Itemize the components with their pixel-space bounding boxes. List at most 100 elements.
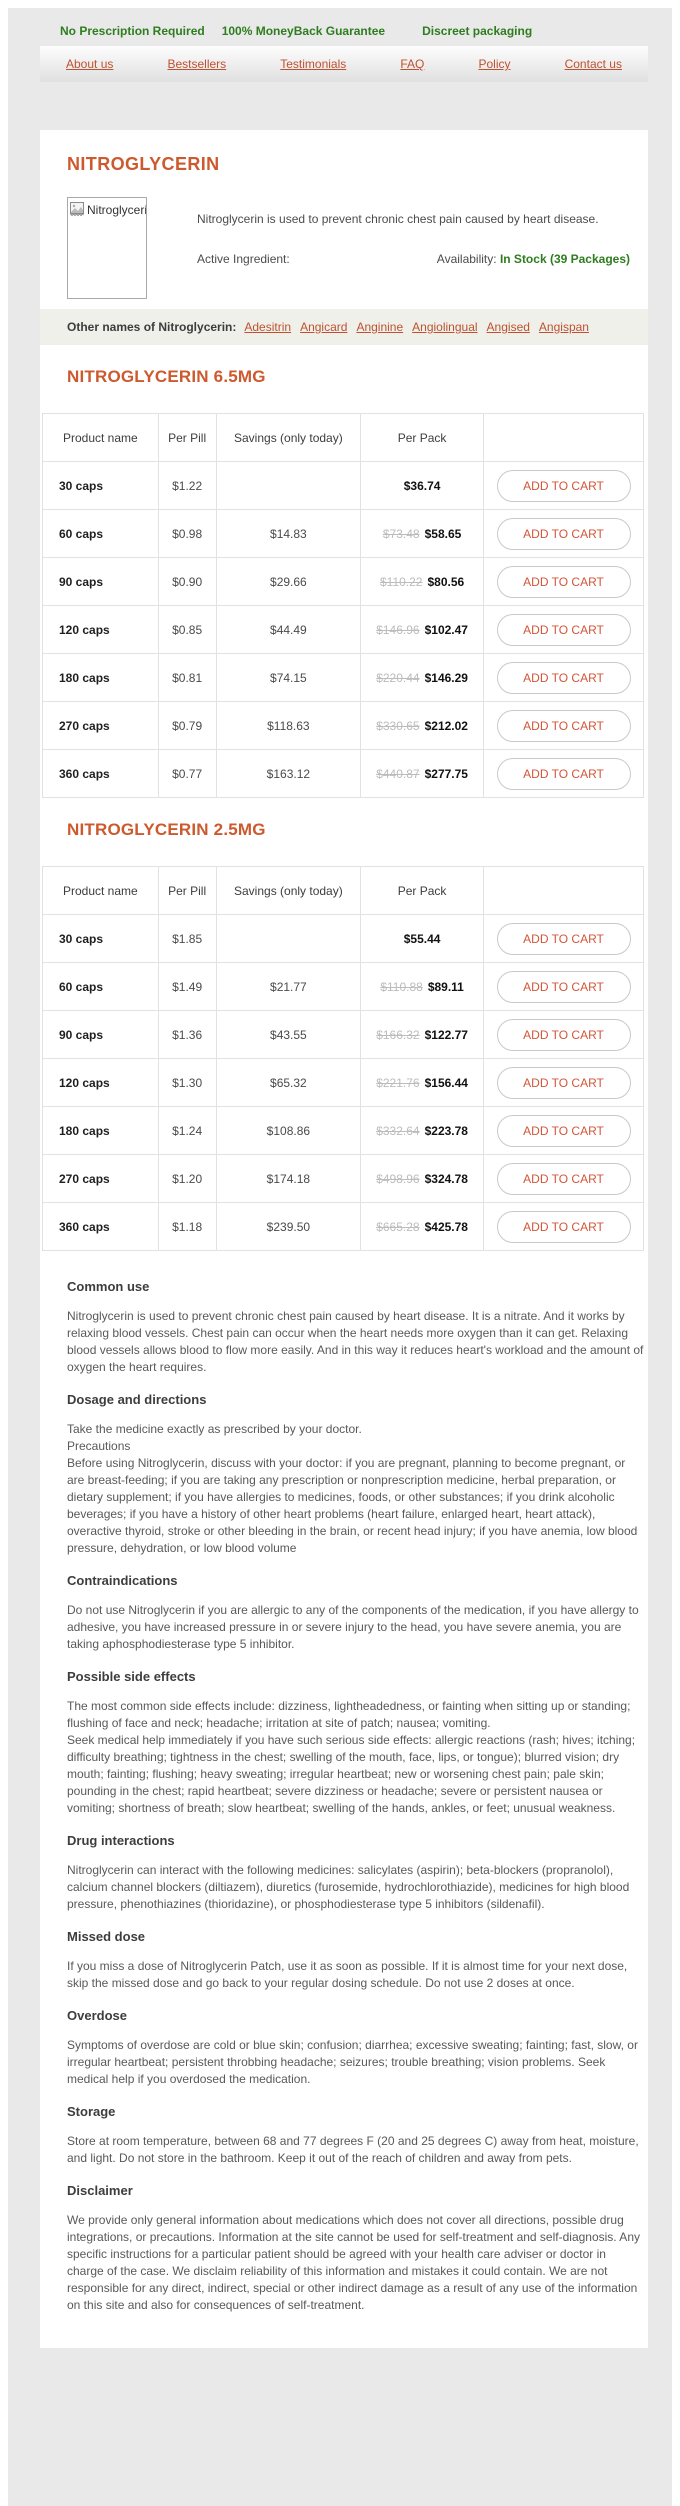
pack-price: $80.56 xyxy=(427,574,465,589)
column-header: Per Pack xyxy=(360,413,485,462)
add-to-cart-button[interactable]: ADD TO CART xyxy=(496,565,631,598)
old-price: $498.96 xyxy=(376,1171,420,1186)
nav-link-about-us[interactable]: About us xyxy=(66,57,114,71)
cart-cell: ADD TO CART xyxy=(483,509,644,558)
table-row: 30 caps $1.22 $36.74 ADD TO CART xyxy=(42,461,644,510)
nav-link-contact-us[interactable]: Contact us xyxy=(564,57,622,71)
old-price: $110.88 xyxy=(380,979,423,994)
pack-price: $102.47 xyxy=(424,622,468,637)
nav-link-testimonials[interactable]: Testimonials xyxy=(280,57,347,71)
add-to-cart-button[interactable]: ADD TO CART xyxy=(496,1066,631,1099)
per-pack-cell: $146.96 $102.47 xyxy=(360,605,485,654)
savings-cell: $65.32 xyxy=(215,1058,362,1107)
add-to-cart-button[interactable]: ADD TO CART xyxy=(496,922,631,955)
benefit-item: Discreet packaging xyxy=(422,24,533,38)
savings-cell: $108.86 xyxy=(215,1106,362,1155)
top-benefits-bar: No Prescription Required 100% MoneyBack G… xyxy=(8,8,672,38)
cart-cell: ADD TO CART xyxy=(483,1154,644,1203)
table-row: 360 caps $0.77 $163.12 $440.87 $277.75 ADD TO… xyxy=(42,749,644,798)
per-pack-cell: $330.65 $212.02 xyxy=(360,701,485,750)
pack-price: $89.11 xyxy=(427,979,464,994)
per-pack-cell: $110.88 $89.11 xyxy=(360,962,485,1011)
add-to-cart-button[interactable]: ADD TO CART xyxy=(496,1114,631,1147)
old-price: $146.96 xyxy=(376,622,420,637)
per-pill-cell: $1.22 xyxy=(157,461,217,510)
old-price: $440.87 xyxy=(376,766,420,781)
cart-cell: ADD TO CART xyxy=(483,914,644,963)
savings-cell: $14.83 xyxy=(215,509,362,558)
other-name-link[interactable]: Angispan xyxy=(538,320,589,334)
per-pill-cell: $0.90 xyxy=(157,557,217,606)
add-to-cart-button[interactable]: ADD TO CART xyxy=(496,469,631,502)
benefit-item: No Prescription Required xyxy=(60,24,205,38)
product-name-cell: 180 caps xyxy=(42,653,159,702)
savings-cell xyxy=(215,914,362,963)
table-row: 60 caps $1.49 $21.77 $110.88 $89.11 ADD TO CA… xyxy=(42,962,644,1011)
per-pack-cell: $440.87 $277.75 xyxy=(360,749,485,798)
nav-link-faq[interactable]: FAQ xyxy=(400,57,425,71)
savings-cell: $163.12 xyxy=(215,749,362,798)
old-price: $110.22 xyxy=(379,574,423,589)
other-name-link[interactable]: Angiolingual xyxy=(412,320,478,334)
old-price: $220.44 xyxy=(376,670,420,685)
price-table-section: NITROGLYCERIN 2.5MG Product name Per Pill S… xyxy=(40,820,648,1251)
add-to-cart-button[interactable]: ADD TO CART xyxy=(496,1210,631,1243)
section-body: If you miss a dose of Nitroglycerin Patc… xyxy=(67,1959,628,1990)
price-table-section: NITROGLYCERIN 6.5MG Product name Per Pill S… xyxy=(40,367,648,798)
product-name-cell: 30 caps xyxy=(42,914,159,963)
table-row: 60 caps $0.98 $14.83 $73.48 $58.65 ADD TO CAR… xyxy=(42,509,644,558)
per-pack-cell: $110.22 $80.56 xyxy=(360,557,485,606)
column-header: Product name xyxy=(42,413,159,462)
per-pack-cell: $73.48 $58.65 xyxy=(360,509,485,558)
broken-image-icon xyxy=(70,202,84,217)
add-to-cart-button[interactable]: ADD TO CART xyxy=(496,1162,631,1195)
other-name-link[interactable]: Adesitrin xyxy=(244,320,292,334)
other-name-link[interactable]: Angised xyxy=(486,320,530,334)
add-to-cart-button[interactable]: ADD TO CART xyxy=(496,613,631,646)
column-header xyxy=(483,866,644,915)
table-row: 360 caps $1.18 $239.50 $665.28 $425.78 ADD TO… xyxy=(42,1202,644,1251)
section-heading: Common use xyxy=(67,1279,150,1294)
section-heading: Possible side effects xyxy=(67,1669,196,1684)
other-name-link[interactable]: Anginine xyxy=(356,320,404,334)
column-header xyxy=(483,413,644,462)
add-to-cart-button[interactable]: ADD TO CART xyxy=(496,1018,631,1051)
pack-price: $212.02 xyxy=(424,718,468,733)
section-body: Do not use Nitroglycerin if you are alle… xyxy=(67,1603,639,1651)
product-name-cell: 30 caps xyxy=(42,461,159,510)
product-name-cell: 60 caps xyxy=(42,509,159,558)
section-heading: Missed dose xyxy=(67,1929,146,1944)
product-name-cell: 360 caps xyxy=(42,1202,159,1251)
pack-price: $223.78 xyxy=(424,1123,468,1138)
add-to-cart-button[interactable]: ADD TO CART xyxy=(496,517,631,550)
section-body: Nitroglycerin can interact with the foll… xyxy=(67,1863,630,1911)
product-image-placeholder: Nitroglycerin xyxy=(67,197,147,299)
product-name-cell: 60 caps xyxy=(42,962,159,1011)
old-price: $73.48 xyxy=(382,526,420,541)
add-to-cart-button[interactable]: ADD TO CART xyxy=(496,709,631,742)
table-row: 90 caps $0.90 $29.66 $110.22 $80.56 ADD TO CA… xyxy=(42,557,644,606)
cart-cell: ADD TO CART xyxy=(483,749,644,798)
add-to-cart-button[interactable]: ADD TO CART xyxy=(496,661,631,694)
table-row: 180 caps $1.24 $108.86 $332.64 $223.78 ADD TO… xyxy=(42,1106,644,1155)
nav-link-policy[interactable]: Policy xyxy=(478,57,511,71)
content-panel: NITROGLYCERIN Nitroglycerin Nitroglyceri… xyxy=(40,130,648,2348)
per-pill-cell: $0.81 xyxy=(157,653,217,702)
per-pill-cell: $0.79 xyxy=(157,701,217,750)
availability-value: In Stock (39 Packages) xyxy=(499,252,630,266)
savings-cell: $43.55 xyxy=(215,1010,362,1059)
cart-cell: ADD TO CART xyxy=(483,557,644,606)
per-pill-cell: $1.36 xyxy=(157,1010,217,1059)
nav-link-bestsellers[interactable]: Bestsellers xyxy=(167,57,227,71)
table-row: 120 caps $1.30 $65.32 $221.76 $156.44 ADD TO … xyxy=(42,1058,644,1107)
add-to-cart-button[interactable]: ADD TO CART xyxy=(496,970,631,1003)
product-name-cell: 90 caps xyxy=(42,1010,159,1059)
savings-cell: $74.15 xyxy=(215,653,362,702)
other-name-link[interactable]: Angicard xyxy=(300,320,348,334)
add-to-cart-button[interactable]: ADD TO CART xyxy=(496,757,631,790)
per-pack-cell: $498.96 $324.78 xyxy=(360,1154,485,1203)
per-pill-cell: $0.85 xyxy=(157,605,217,654)
savings-cell: $21.77 xyxy=(215,962,362,1011)
old-price: $221.76 xyxy=(376,1075,420,1090)
cart-cell: ADD TO CART xyxy=(483,653,644,702)
